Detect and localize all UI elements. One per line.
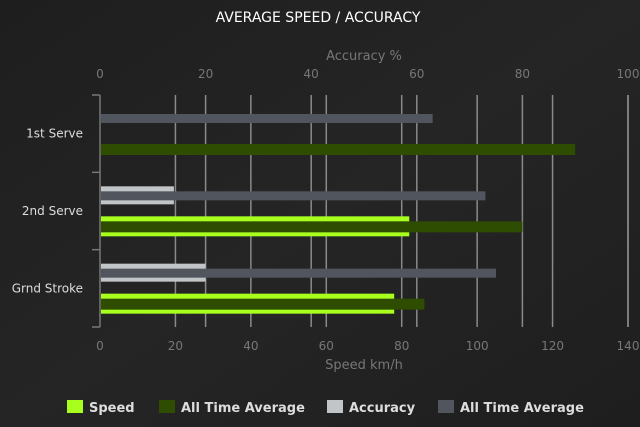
bottom-axis-label: Speed km/h bbox=[325, 358, 403, 373]
legend-label: Accuracy bbox=[349, 401, 416, 416]
bar-all-time-average-accuracy bbox=[101, 191, 486, 201]
speed-tick-label: 120 bbox=[541, 339, 564, 353]
legend-label: All Time Average bbox=[181, 401, 305, 416]
accuracy-tick-label: 100 bbox=[617, 67, 640, 81]
bar-all-time-average-speed bbox=[101, 298, 425, 310]
speed-tick-label: 20 bbox=[168, 339, 183, 353]
speed-tick-label: 140 bbox=[617, 339, 640, 353]
legend: Speed All Time Average Accuracy All Time Av… bbox=[67, 400, 584, 416]
legend-swatch bbox=[438, 400, 454, 413]
top-axis-label: Accuracy % bbox=[326, 49, 402, 64]
speed-tick-label: 0 bbox=[96, 339, 104, 353]
accuracy-tick-label: 40 bbox=[304, 67, 319, 81]
category-label: 2nd Serve bbox=[22, 204, 83, 218]
category-label: Grnd Stroke bbox=[12, 281, 83, 295]
legend-swatch bbox=[159, 400, 175, 413]
chart-title: AVERAGE SPEED / ACCURACY bbox=[216, 10, 421, 26]
bar-all-time-average-speed bbox=[101, 221, 523, 233]
accuracy-tick-label: 60 bbox=[409, 67, 424, 81]
legend-label: All Time Average bbox=[460, 401, 584, 416]
bar-all-time-average-speed bbox=[101, 144, 576, 155]
bar-all-time-average-accuracy bbox=[101, 268, 496, 278]
speed-tick-label: 40 bbox=[243, 339, 258, 353]
speed-tick-label: 60 bbox=[319, 339, 334, 353]
accuracy-tick-label: 80 bbox=[515, 67, 530, 81]
legend-swatch bbox=[327, 400, 343, 413]
bars bbox=[101, 114, 576, 314]
legend-label: Speed bbox=[89, 401, 135, 416]
legend-swatch bbox=[67, 400, 83, 413]
accuracy-tick-label: 0 bbox=[96, 67, 104, 81]
category-label: 1st Serve bbox=[26, 127, 83, 141]
speed-tick-label: 80 bbox=[394, 339, 409, 353]
accuracy-tick-label: 20 bbox=[198, 67, 213, 81]
bar-all-time-average-accuracy bbox=[101, 114, 433, 123]
gridlines bbox=[174, 95, 629, 327]
speed-tick-label: 100 bbox=[466, 339, 489, 353]
axes: 0 20 40 60 80 100 120 140 0 20 40 60 80 100 1st Serve 2… bbox=[12, 67, 640, 353]
